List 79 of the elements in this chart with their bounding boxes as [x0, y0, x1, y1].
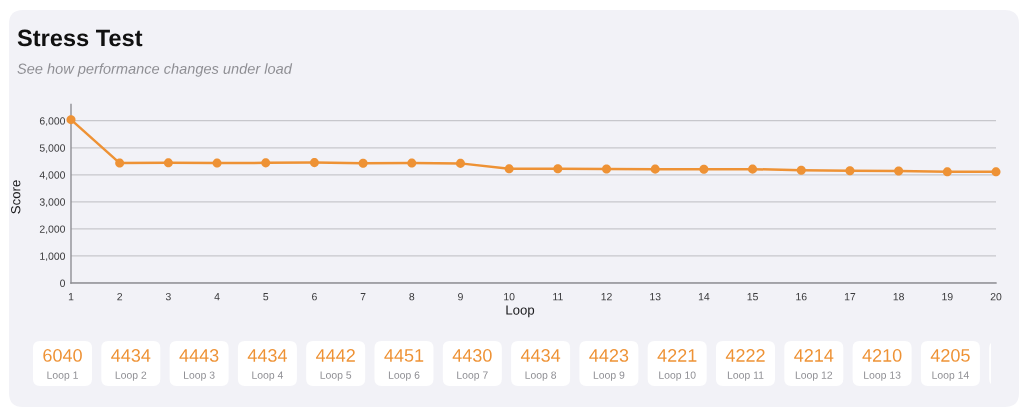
- x-tick-label: 8: [409, 293, 415, 301]
- category-label: Loop 7: [457, 371, 488, 381]
- point: [602, 164, 612, 174]
- category-label: Loop 1: [47, 371, 78, 381]
- point: [991, 167, 1001, 177]
- chart-title: Stress Test: [17, 29, 143, 47]
- x-tick-label: 17: [844, 293, 856, 301]
- point: [845, 166, 855, 176]
- x-tick-label: 18: [893, 293, 904, 301]
- category-label: Loop 14: [932, 371, 969, 381]
- y-tick-label: 1,000: [40, 252, 66, 262]
- category-label: Loop 8: [525, 371, 557, 381]
- x-tick-label: 11: [553, 293, 563, 301]
- x-tick-label: 14: [698, 293, 710, 301]
- y-axis-title: Score: [11, 180, 21, 214]
- point: [212, 158, 222, 168]
- point: [115, 158, 125, 168]
- point: [455, 158, 465, 168]
- x-tick-label: 19: [942, 293, 953, 301]
- data-label: 6040: [43, 349, 82, 362]
- category-label: Loop 9: [593, 371, 625, 381]
- category-label: Loop 12: [795, 371, 833, 381]
- data-label: 4434: [520, 349, 561, 362]
- data-label: 4434: [111, 349, 151, 362]
- y-tick-label: 3,000: [39, 198, 66, 207]
- point: [942, 167, 952, 177]
- point: [894, 166, 904, 176]
- point: [553, 164, 563, 174]
- point: [504, 164, 514, 174]
- category-label: Loop 10: [659, 371, 696, 381]
- point: [309, 158, 319, 168]
- category-label: Loop 2: [115, 371, 147, 381]
- data-label: 4210: [862, 349, 902, 362]
- x-tick-label: 13: [650, 293, 661, 301]
- chart-subtitle: See how performance changes under load: [17, 63, 293, 77]
- point: [796, 165, 806, 175]
- x-tick-label: 3: [165, 293, 171, 301]
- x-tick-label: 5: [263, 293, 269, 301]
- category-label: Loop 5: [320, 371, 352, 381]
- category-label: Loop 4: [252, 371, 284, 381]
- category-label: Loop 13: [864, 371, 901, 381]
- data-label: 4434: [247, 349, 287, 362]
- x-tick-label: 9: [458, 293, 463, 301]
- data-label: 4430: [452, 349, 492, 362]
- data-label: 4205: [930, 349, 970, 362]
- point: [261, 158, 271, 168]
- x-tick-label: 20: [990, 293, 1002, 301]
- category-label: Loop 3: [184, 371, 215, 381]
- data-label: 4214: [794, 349, 834, 362]
- x-tick-label: 12: [601, 293, 612, 301]
- point: [407, 158, 417, 168]
- y-tick-label: 6,000: [39, 117, 66, 126]
- x-tick-label: 10: [504, 293, 515, 301]
- y-tick-label: 4,000: [39, 171, 66, 180]
- y-tick-label: 2,000: [39, 225, 66, 235]
- x-axis-title: Loop: [506, 305, 535, 318]
- point: [748, 164, 758, 174]
- data-label: 4423: [589, 349, 629, 362]
- point: [358, 158, 368, 168]
- x-tick-label: 6: [312, 293, 317, 301]
- data-label: 4443: [179, 349, 219, 362]
- point: [699, 164, 709, 174]
- point: [650, 164, 660, 174]
- x-tick-label: 16: [796, 293, 807, 301]
- data-label: 4442: [316, 349, 355, 362]
- category-label: Loop 11: [727, 371, 764, 381]
- x-tick-label: 2: [117, 293, 123, 301]
- data-label: 4451: [384, 349, 424, 362]
- data-label: 4221: [657, 349, 697, 362]
- category-label: Loop 6: [388, 371, 420, 381]
- x-tick-label: 15: [747, 293, 758, 301]
- y-tick-label: 5,000: [39, 144, 66, 153]
- point: [66, 115, 76, 125]
- y-tick-label: 0: [60, 279, 66, 287]
- data-label: 4222: [725, 349, 765, 362]
- x-tick-label: 4: [214, 293, 220, 301]
- x-tick-label: 1: [68, 293, 74, 301]
- point: [163, 158, 173, 168]
- x-tick-label: 7: [360, 293, 366, 301]
